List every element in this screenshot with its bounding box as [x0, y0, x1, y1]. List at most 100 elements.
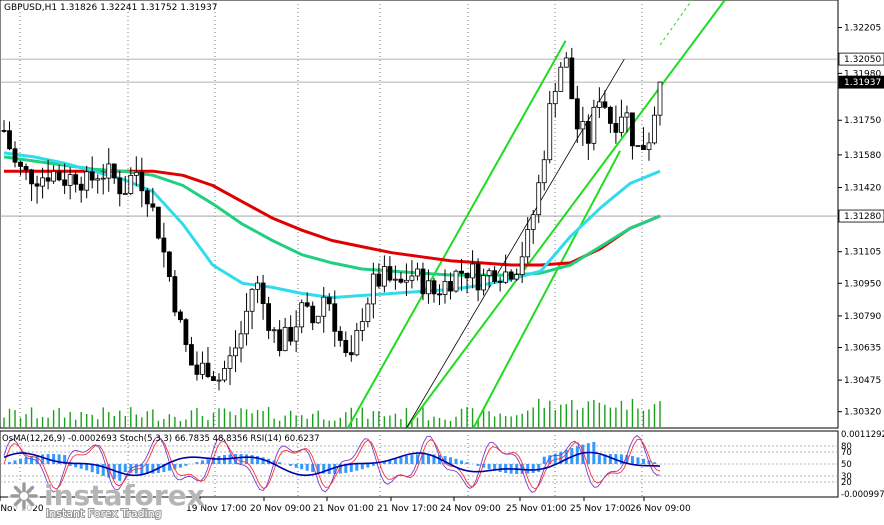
candle-body [95, 178, 101, 181]
candle-body [525, 229, 531, 258]
price-tick-label: 1.30950 [844, 279, 881, 289]
candle-body [249, 288, 255, 312]
candle-body [150, 203, 156, 208]
price-tick-label: 1.30320 [844, 408, 881, 418]
candle-body [89, 171, 95, 181]
candle-body [189, 344, 194, 366]
candle-body [117, 177, 123, 195]
candle-body [293, 326, 299, 342]
indicator-tick-label: 80 [841, 442, 852, 452]
candle-body [205, 362, 211, 377]
candle-body [122, 193, 128, 195]
indicator-header: OsMA(12,26,9) -0.0002693 Stoch(5,3,3) 66… [2, 434, 320, 444]
price-tick-label: 1.30475 [844, 376, 881, 386]
candle-body [415, 268, 420, 277]
candle-body [464, 272, 470, 279]
candle-body [641, 145, 646, 150]
candle-body [304, 302, 310, 307]
price-tick-label: 1.31750 [844, 116, 881, 126]
candle-body [558, 66, 564, 92]
channel-upper [346, 40, 567, 429]
candle-body [29, 169, 34, 185]
candle-body [299, 302, 305, 328]
candle-body [84, 171, 90, 191]
time-tick-label: 24 Nov 09:00 [440, 504, 501, 514]
candle-body [420, 268, 426, 295]
candle-body [503, 271, 509, 283]
candle-body [596, 101, 602, 108]
candle-body [381, 266, 387, 287]
price-label-box [838, 52, 884, 66]
candle-body [541, 159, 547, 184]
indicator-tick-label: 20 [841, 478, 852, 488]
price-label-box [838, 75, 884, 89]
indicator-tick-label: 0.0011292 [841, 430, 884, 440]
candle-body [100, 177, 106, 180]
candle-body [1, 130, 7, 132]
candle-body [155, 206, 161, 239]
channel-lower [472, 150, 622, 429]
candle-body [282, 326, 288, 352]
candle-body [128, 174, 134, 194]
candle-body [343, 340, 349, 354]
time-tick-label: 25 Nov 01:00 [506, 504, 567, 514]
time-tick-label: 19 Nov 17:00 [186, 504, 247, 514]
candle-body [7, 130, 12, 150]
candle-body [67, 174, 73, 186]
candle-body [194, 364, 200, 375]
candle-body [111, 163, 117, 179]
stoch-main-line [3, 434, 661, 493]
candle-body [453, 270, 459, 292]
price-label: 1.31937 [844, 78, 881, 88]
candle-body [51, 170, 57, 182]
price-tick-label: 1.31420 [844, 184, 881, 194]
candle-body [172, 276, 178, 313]
time-tick-label: 21 Nov 17:00 [377, 504, 438, 514]
logo-brand: instaforex [44, 479, 205, 512]
candle-body [106, 163, 112, 179]
candle-body [40, 177, 45, 187]
candle-body [178, 311, 183, 321]
candle-body [238, 333, 244, 349]
candle-body [288, 326, 294, 342]
candle-body [321, 296, 327, 317]
candle-body [354, 330, 360, 356]
candle-body [519, 256, 525, 275]
candle-body [574, 98, 580, 130]
candle-body [244, 310, 249, 335]
candle-body [34, 183, 40, 187]
candle-body [514, 274, 520, 280]
candle-body [547, 103, 553, 161]
price-tick-label: 1.32205 [844, 24, 881, 34]
time-tick-label: 26 Nov 09:00 [630, 504, 691, 514]
candle-body [530, 214, 536, 230]
indicator-tick-label: 70 [841, 448, 852, 458]
logo-slogan: Instant Forex Trading [46, 507, 162, 520]
time-tick-label: 20 Nov 09:00 [250, 504, 311, 514]
candle-body [315, 315, 321, 324]
candle-body [607, 106, 613, 124]
candle-body [459, 270, 464, 274]
candle-body [619, 116, 624, 133]
candle-body [437, 293, 442, 296]
candle-body [233, 347, 238, 357]
candle-body [426, 280, 431, 295]
candle-body [563, 57, 569, 68]
candle-body [431, 280, 437, 295]
indicator-tick-label: 50 [841, 460, 852, 470]
candle-body [337, 330, 343, 341]
candle-body [200, 362, 205, 375]
price-label: 1.31280 [844, 212, 881, 222]
time-tick-label: 25 Nov 17:00 [570, 504, 631, 514]
candle-body [536, 182, 542, 216]
price-tick-label: 1.31105 [844, 248, 881, 258]
logo-emblem-icon [8, 480, 40, 512]
symbol-header: GBPUSD,H1 1.31826 1.32241 1.31752 1.3193… [4, 3, 217, 13]
candle-body [602, 101, 608, 108]
candle-body [370, 273, 376, 305]
candle-body [255, 282, 260, 290]
candle-body [348, 352, 354, 356]
candle-body [635, 145, 641, 147]
